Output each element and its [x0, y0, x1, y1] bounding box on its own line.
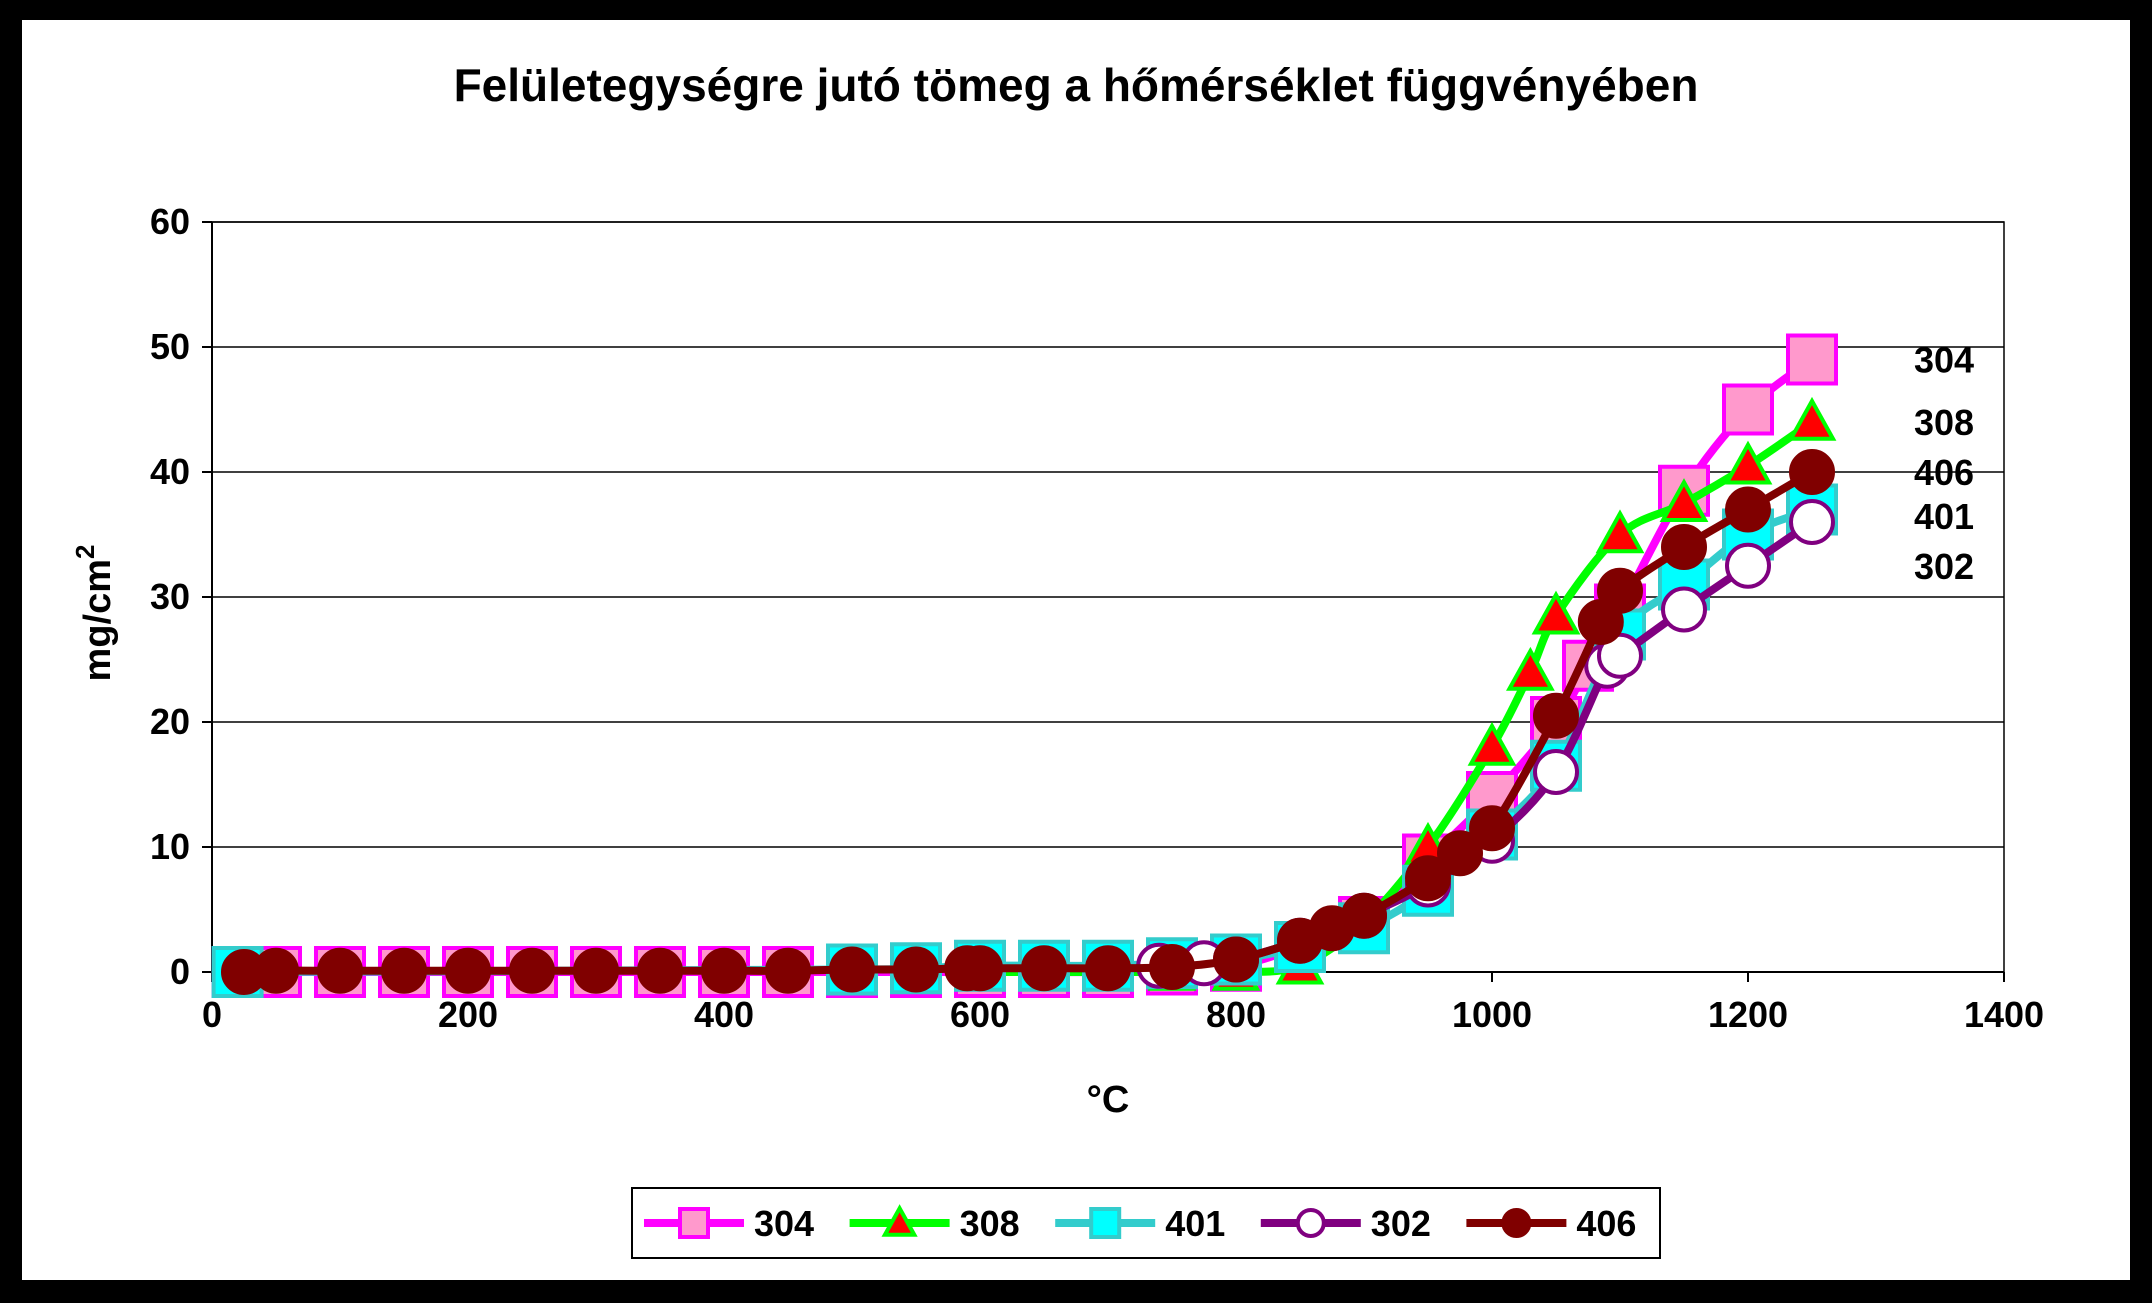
- point-302-12: [1789, 499, 1835, 545]
- point-406-24: [1533, 692, 1579, 739]
- point-406-8: [701, 947, 747, 994]
- chart-svg: Felületegységre jutó tömeg a hőmérséklet…: [70, 59, 2044, 1259]
- point-302-9: [1597, 632, 1643, 679]
- point-308-14: [1787, 396, 1837, 441]
- x-tick-label-1000: 1000: [1452, 994, 1532, 1035]
- point-406-22: [1437, 830, 1483, 877]
- legend: 304 308 401 302 406: [631, 1187, 1661, 1259]
- legend-label-308: 308: [960, 1203, 1020, 1244]
- x-tick-labels: 0 200 400 600 800 1000 1200 1400: [202, 994, 2044, 1035]
- y-tick-label-50: 50: [150, 326, 190, 367]
- point-406-23: [1469, 805, 1515, 852]
- legend-label-302: 302: [1371, 1203, 1431, 1244]
- point-406-20: [1341, 892, 1387, 939]
- x-tick-label-1200: 1200: [1708, 994, 1788, 1035]
- y-tick-label-60: 60: [150, 201, 190, 242]
- chart-title: Felületegységre jutó tömeg a hőmérséklet…: [454, 59, 1699, 111]
- point-308-13: [1723, 440, 1773, 485]
- legend-marker-401: [1089, 1207, 1122, 1239]
- point-406-9: [765, 947, 811, 994]
- y-tick-label-30: 30: [150, 576, 190, 617]
- point-406-6: [573, 947, 619, 994]
- legend-label-406: 406: [1576, 1203, 1636, 1244]
- y-tick-label-40: 40: [150, 451, 190, 492]
- point-406-5: [509, 947, 555, 994]
- x-tick-label-600: 600: [950, 994, 1010, 1035]
- y-tick-label-0: 0: [170, 951, 190, 992]
- end-label-401: 401: [1914, 496, 1974, 537]
- point-406-13: [957, 945, 1003, 992]
- point-302-10: [1661, 586, 1707, 633]
- point-406-4: [445, 947, 491, 994]
- point-308-8: [1467, 721, 1517, 766]
- point-406-14: [1021, 945, 1067, 992]
- point-302-7: [1533, 749, 1579, 795]
- legend-label-304: 304: [754, 1203, 814, 1244]
- point-406-26: [1597, 567, 1643, 614]
- point-302-11: [1725, 542, 1771, 589]
- end-label-302: 302: [1914, 546, 1974, 587]
- point-406-29: [1789, 449, 1835, 495]
- point-406-21: [1405, 855, 1451, 902]
- point-406-15: [1085, 945, 1131, 992]
- end-label-308: 308: [1914, 402, 1974, 443]
- x-tick-label-1400: 1400: [1964, 994, 2044, 1035]
- point-406-11: [893, 946, 939, 993]
- legend-marker-304: [678, 1207, 710, 1239]
- point-406-7: [637, 947, 683, 994]
- end-label-304: 304: [1914, 340, 1974, 381]
- y-tick-label-10: 10: [150, 826, 190, 867]
- point-304-26: [1786, 333, 1838, 386]
- point-406-17: [1213, 936, 1259, 983]
- point-304-25: [1722, 383, 1774, 436]
- point-406-3: [381, 947, 427, 994]
- legend-marker-302: [1295, 1208, 1326, 1238]
- y-tick-label-20: 20: [150, 701, 190, 742]
- point-308-11: [1595, 509, 1645, 554]
- x-tick-label-0: 0: [202, 994, 222, 1035]
- x-tick-label-400: 400: [694, 994, 754, 1035]
- y-axis-label: mg/cm2: [70, 545, 119, 682]
- chart-frame: Felületegységre jutó tömeg a hőmérséklet…: [22, 20, 2130, 1280]
- series-406: [221, 449, 1835, 995]
- y-tick-labels: 0 10 20 30 40 50 60: [150, 201, 190, 992]
- point-406-1: [253, 947, 299, 994]
- point-406-28: [1725, 486, 1771, 533]
- axes: [202, 221, 2005, 982]
- legend-marker-406: [1501, 1208, 1532, 1238]
- point-406-10: [829, 946, 875, 993]
- x-tick-label-800: 800: [1206, 994, 1266, 1035]
- end-label-406: 406: [1914, 452, 1974, 493]
- y-axis-label-superscript: 2: [70, 545, 100, 559]
- point-308-9: [1506, 646, 1555, 691]
- point-308-10: [1531, 590, 1581, 635]
- series-group: [211, 333, 1838, 998]
- x-axis-label: °C: [1087, 1079, 1130, 1121]
- point-406-27: [1661, 524, 1707, 570]
- legend-label-401: 401: [1165, 1203, 1225, 1244]
- y-axis-label-main: mg/cm: [77, 559, 119, 681]
- x-tick-label-200: 200: [438, 994, 498, 1035]
- point-406-2: [317, 947, 363, 994]
- point-406-16: [1149, 944, 1195, 990]
- point-308-12: [1659, 478, 1709, 523]
- legend-marker-308: [881, 1204, 918, 1237]
